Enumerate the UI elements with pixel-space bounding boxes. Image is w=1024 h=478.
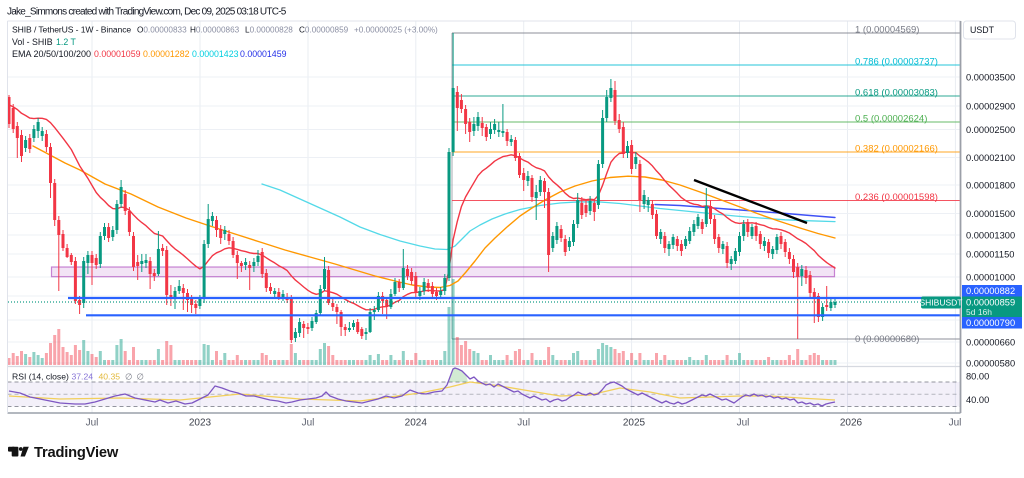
svg-text:0.00003500: 0.00003500 [966, 72, 1015, 82]
svg-text:Jul: Jul [737, 418, 750, 429]
svg-text:∅: ∅ [137, 372, 145, 382]
svg-text:0.00001459: 0.00001459 [240, 49, 287, 59]
svg-text:TradingView: TradingView [34, 445, 119, 461]
svg-text:RSI (14, close): RSI (14, close) [12, 372, 69, 382]
svg-text:0.5 (0.00002624): 0.5 (0.00002624) [855, 113, 927, 124]
svg-text:EMA 20/50/100/200: EMA 20/50/100/200 [12, 49, 91, 59]
svg-text:Vol - SHIB: Vol - SHIB [12, 37, 53, 47]
svg-text:O0.00000833: O0.00000833 [137, 26, 187, 35]
svg-text:Jul: Jul [86, 418, 99, 429]
svg-text:0 (0.00000680): 0 (0.00000680) [855, 334, 919, 345]
svg-text:0.00001282: 0.00001282 [143, 49, 190, 59]
svg-text:C0.00000859: C0.00000859 [299, 26, 349, 35]
svg-text:Jul: Jul [949, 418, 962, 429]
svg-text:0.236 (0.00001598): 0.236 (0.00001598) [855, 192, 938, 203]
svg-text:80.00: 80.00 [966, 371, 989, 381]
svg-text:SHIB / TetherUS - 1W - Binance: SHIB / TetherUS - 1W - Binance [12, 25, 131, 35]
svg-text:Jul: Jul [517, 418, 530, 429]
svg-text:0.00001500: 0.00001500 [966, 209, 1015, 219]
svg-text:2025: 2025 [623, 418, 646, 429]
svg-text:0.00001000: 0.00001000 [966, 272, 1015, 282]
svg-text:0.00002100: 0.00002100 [966, 153, 1015, 163]
svg-text:5d 16h: 5d 16h [966, 307, 992, 317]
svg-text:2024: 2024 [405, 418, 428, 429]
svg-text:0.00001059: 0.00001059 [94, 49, 141, 59]
svg-text:0.00001423: 0.00001423 [192, 49, 239, 59]
svg-text:SHIBUSDT: SHIBUSDT [920, 298, 963, 308]
svg-text:0.00002900: 0.00002900 [966, 101, 1015, 111]
svg-text:0.00002500: 0.00002500 [966, 125, 1015, 135]
svg-text:37.24: 37.24 [72, 372, 94, 382]
svg-text:0.00000660: 0.00000660 [966, 337, 1015, 347]
svg-text:1.2 T: 1.2 T [56, 37, 77, 47]
svg-text:0.00001150: 0.00001150 [966, 249, 1014, 259]
svg-text:H0.00000863: H0.00000863 [190, 26, 240, 35]
svg-text:0.786 (0.00003737): 0.786 (0.00003737) [855, 56, 938, 67]
svg-text:∅: ∅ [125, 372, 133, 382]
svg-text:0.382 (0.00002166): 0.382 (0.00002166) [855, 143, 938, 154]
svg-text:Jake_Simmons created with Trad: Jake_Simmons created with TradingView.co… [7, 7, 287, 18]
svg-text:1 (0.00004569): 1 (0.00004569) [855, 24, 919, 35]
svg-text:0.00001300: 0.00001300 [966, 230, 1015, 240]
svg-text:40.35: 40.35 [99, 372, 121, 382]
svg-text:+0.00000025 (+3.00%): +0.00000025 (+3.00%) [354, 26, 438, 35]
svg-text:USDT: USDT [970, 25, 995, 35]
svg-text:0.00001800: 0.00001800 [966, 180, 1015, 190]
svg-text:40.00: 40.00 [966, 395, 989, 405]
svg-text:0.618 (0.00003083): 0.618 (0.00003083) [855, 87, 938, 98]
svg-text:0.00000882: 0.00000882 [966, 286, 1015, 296]
svg-text:0.00000790: 0.00000790 [966, 318, 1015, 328]
svg-text:0.00000859: 0.00000859 [966, 297, 1015, 307]
svg-text:L0.00000828: L0.00000828 [245, 26, 293, 35]
svg-text:2026: 2026 [840, 418, 863, 429]
svg-text:2023: 2023 [189, 418, 212, 429]
svg-text:0.00000580: 0.00000580 [966, 358, 1015, 368]
svg-text:Jul: Jul [302, 418, 315, 429]
